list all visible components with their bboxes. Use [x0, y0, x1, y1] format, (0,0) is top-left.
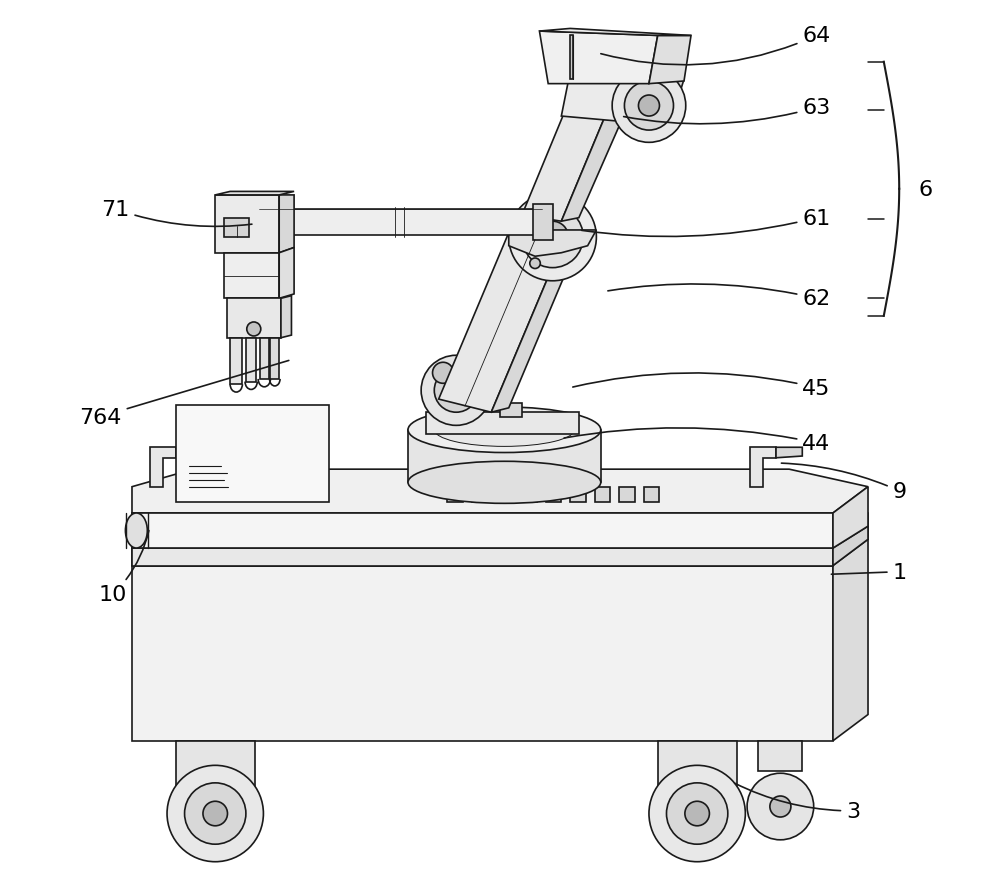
Polygon shape — [496, 487, 512, 502]
Polygon shape — [439, 234, 561, 413]
Text: 71: 71 — [101, 199, 252, 227]
Polygon shape — [595, 487, 610, 502]
Ellipse shape — [408, 407, 601, 453]
Circle shape — [522, 207, 583, 269]
Polygon shape — [132, 566, 833, 741]
Polygon shape — [215, 192, 294, 196]
Bar — [500, 404, 522, 417]
Polygon shape — [132, 470, 868, 514]
Polygon shape — [260, 338, 269, 379]
Polygon shape — [248, 205, 272, 241]
Circle shape — [649, 766, 745, 861]
Text: 6: 6 — [919, 180, 933, 199]
Circle shape — [167, 766, 263, 861]
Polygon shape — [132, 487, 868, 566]
Polygon shape — [259, 210, 542, 236]
Polygon shape — [561, 103, 630, 222]
Polygon shape — [491, 242, 579, 413]
Circle shape — [185, 783, 246, 845]
Polygon shape — [521, 487, 537, 502]
Polygon shape — [227, 299, 281, 338]
Polygon shape — [522, 99, 610, 222]
Polygon shape — [270, 338, 279, 379]
Ellipse shape — [434, 414, 574, 447]
Polygon shape — [539, 29, 691, 36]
Polygon shape — [224, 254, 279, 299]
Polygon shape — [279, 196, 294, 254]
Text: 764: 764 — [79, 361, 289, 427]
Bar — [176, 406, 329, 502]
Circle shape — [547, 233, 558, 243]
Polygon shape — [509, 231, 596, 257]
Text: 64: 64 — [601, 26, 831, 66]
Polygon shape — [833, 527, 868, 566]
Polygon shape — [132, 549, 833, 566]
Circle shape — [203, 802, 227, 826]
Ellipse shape — [125, 514, 147, 549]
Ellipse shape — [408, 462, 601, 504]
Polygon shape — [561, 73, 658, 124]
Polygon shape — [546, 487, 561, 502]
Polygon shape — [246, 338, 256, 382]
Polygon shape — [776, 448, 802, 458]
Bar — [447, 401, 474, 417]
Bar — [570, 36, 573, 80]
Circle shape — [421, 356, 491, 426]
Polygon shape — [447, 487, 463, 502]
Circle shape — [770, 796, 791, 817]
Text: 3: 3 — [735, 783, 860, 821]
Polygon shape — [279, 248, 294, 299]
Polygon shape — [426, 413, 579, 435]
Polygon shape — [230, 338, 242, 385]
Polygon shape — [644, 487, 659, 502]
Polygon shape — [150, 448, 176, 487]
Circle shape — [530, 259, 540, 270]
Circle shape — [537, 222, 568, 254]
Polygon shape — [649, 36, 691, 84]
Circle shape — [509, 194, 596, 282]
Polygon shape — [833, 540, 868, 741]
Text: 61: 61 — [582, 208, 831, 237]
Circle shape — [638, 96, 659, 117]
Polygon shape — [619, 487, 635, 502]
Bar — [224, 219, 249, 238]
Text: 62: 62 — [608, 284, 831, 309]
Polygon shape — [750, 448, 776, 487]
Circle shape — [747, 774, 814, 840]
Circle shape — [247, 322, 261, 336]
Polygon shape — [539, 32, 658, 84]
Polygon shape — [132, 514, 833, 549]
Polygon shape — [281, 297, 291, 338]
Polygon shape — [833, 487, 868, 549]
Polygon shape — [758, 741, 802, 772]
Polygon shape — [533, 205, 553, 241]
Text: 9: 9 — [781, 464, 907, 501]
Circle shape — [612, 69, 686, 143]
Polygon shape — [472, 487, 488, 502]
Polygon shape — [570, 487, 586, 502]
Text: 63: 63 — [624, 98, 831, 125]
Polygon shape — [658, 741, 737, 798]
Polygon shape — [640, 80, 684, 124]
Circle shape — [666, 783, 728, 845]
Text: 44: 44 — [564, 428, 831, 453]
Circle shape — [685, 802, 709, 826]
Circle shape — [433, 363, 454, 384]
Polygon shape — [176, 741, 255, 798]
Circle shape — [624, 82, 673, 131]
Text: 45: 45 — [573, 373, 831, 399]
Polygon shape — [215, 196, 279, 254]
Circle shape — [447, 382, 465, 399]
Polygon shape — [408, 430, 601, 483]
Circle shape — [434, 369, 478, 413]
Text: 10: 10 — [99, 531, 149, 605]
Text: 1: 1 — [831, 562, 907, 582]
